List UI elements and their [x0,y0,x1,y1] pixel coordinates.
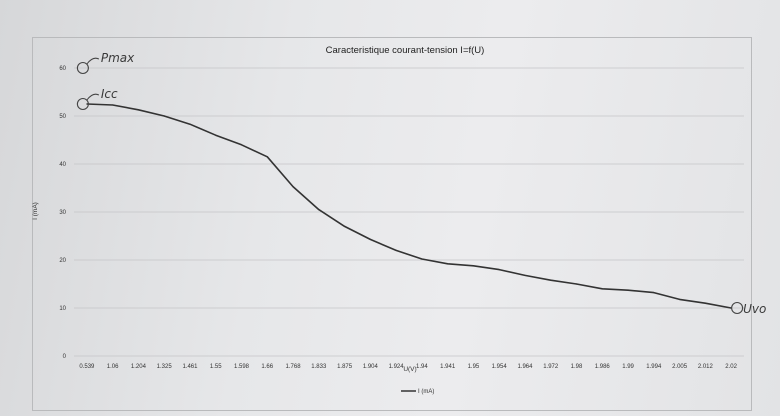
x-tick-1.964: 1.964 [517,364,533,370]
data-point [137,109,140,111]
annotation-circle-2 [731,301,744,315]
x-tick-1.325: 1.325 [157,364,173,370]
data-point [627,289,629,291]
x-tick-2.005: 2.005 [672,364,688,370]
x-tick-1.904: 1.904 [363,364,379,370]
x-tick-2.02: 2.02 [725,364,737,370]
data-point [343,225,346,227]
x-tick-1.833: 1.833 [311,364,327,370]
data-point [266,156,268,158]
data-point [524,274,526,276]
x-tick-1.972: 1.972 [543,364,559,370]
x-tick-1.204: 1.204 [131,364,147,370]
y-tick-10: 10 [59,306,66,312]
series-group [86,103,732,309]
data-point [163,115,165,117]
chart-frame [32,37,752,411]
series-line-0 [86,103,732,309]
annotation-arrow-1 [86,93,100,101]
x-tick-1.768: 1.768 [286,364,302,370]
x-tick-1.994: 1.994 [646,364,662,370]
x-tick-1.875: 1.875 [337,364,353,370]
x-tick-1.55: 1.55 [210,364,222,370]
y-tick-50: 50 [59,114,66,120]
data-point [498,269,500,271]
annotation-label-0: Pmax [101,51,135,65]
data-point [447,263,449,265]
data-point [215,134,217,136]
x-tick-1.66: 1.66 [261,364,273,370]
data-point [318,209,320,211]
x-tick-0.539: 0.539 [79,364,95,370]
data-point [678,298,681,300]
y-tick-30: 30 [59,210,66,216]
y-tick-20: 20 [59,258,66,264]
y-tick-60: 60 [59,66,66,72]
data-point [292,185,294,188]
x-tick-1.924: 1.924 [389,364,405,370]
annotations: Pmax Icc Uvo [76,51,766,316]
x-tick-1.986: 1.986 [595,364,611,370]
data-point [369,238,371,240]
data-point [704,302,706,304]
x-tick-2.012: 2.012 [698,364,714,370]
y-axis-label: I (mA) [32,202,39,220]
x-tick-1.94: 1.94 [416,364,428,370]
x-axis-label: U(V) [403,366,416,373]
x-tick-1.954: 1.954 [492,364,508,370]
data-point [575,283,578,285]
annotation-circle-1 [76,97,89,111]
y-tick-labels: 0 10 20 30 40 50 60 [59,66,66,360]
data-point [421,258,423,260]
chart-title: Caracteristique courant-tension I=f(U) [326,45,485,56]
grid-lines [74,67,744,357]
x-tick-1.95: 1.95 [468,364,480,370]
data-point [601,288,603,290]
x-tick-1.461: 1.461 [182,364,198,370]
data-point [240,144,243,146]
x-tick-labels: 0.539 1.06 1.204 1.325 1.461 1.55 1.598 1.66 1.7… [79,364,737,370]
x-tick-1.598: 1.598 [234,364,250,370]
data-point [112,104,114,106]
data-point [395,249,397,251]
annotation-label-2: Uvo [743,302,766,316]
y-tick-0: 0 [63,354,67,360]
x-tick-1.941: 1.941 [440,364,456,370]
data-point [472,265,475,267]
data-point [550,279,552,281]
annotation-label-1: Icc [101,87,118,101]
data-point [189,123,191,125]
y-tick-40: 40 [59,162,66,168]
annotation-circle-0 [76,61,89,75]
legend-label: I (mA) [418,389,434,395]
x-tick-1.99: 1.99 [622,364,634,370]
data-point [653,292,655,294]
data-point [86,103,88,105]
legend: I (mA) [401,389,434,395]
x-tick-1.98: 1.98 [571,364,583,370]
x-tick-1.06: 1.06 [107,364,119,370]
annotation-arrow-0 [86,57,100,65]
